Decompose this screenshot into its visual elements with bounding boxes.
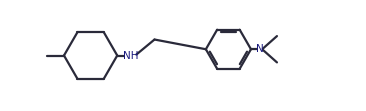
- Text: NH: NH: [123, 51, 138, 60]
- Text: N: N: [256, 44, 264, 54]
